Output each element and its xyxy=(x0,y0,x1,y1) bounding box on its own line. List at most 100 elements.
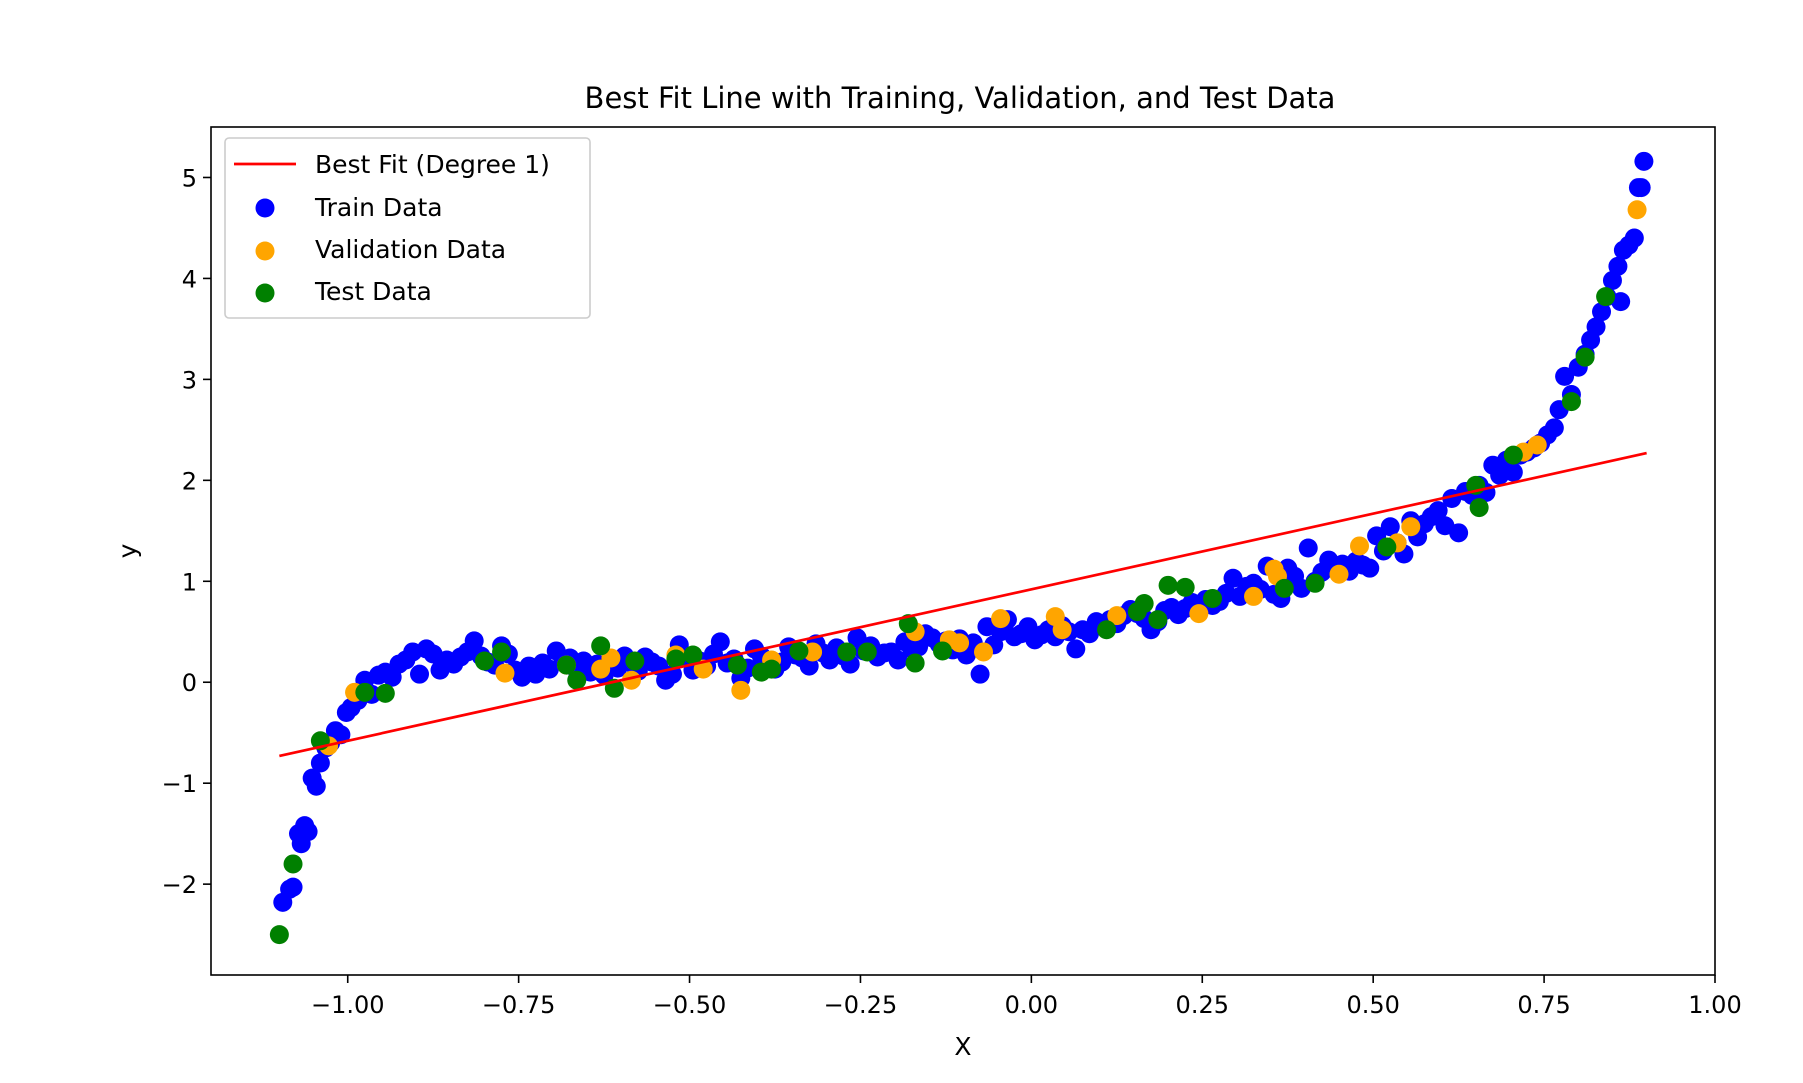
data-marks xyxy=(269,151,1654,945)
test-point xyxy=(837,642,857,662)
test-points xyxy=(269,287,1616,945)
train-point xyxy=(1380,517,1400,537)
test-point xyxy=(269,925,289,945)
train-point xyxy=(1624,228,1644,248)
best-fit-line xyxy=(279,451,1647,758)
test-point xyxy=(1203,588,1223,608)
legend-test-label: Test Data xyxy=(314,277,432,306)
y-tick-label: −2 xyxy=(162,871,197,899)
test-point xyxy=(1274,578,1294,598)
y-axis: −2 −1 0 1 2 3 4 5 xyxy=(162,164,211,899)
train-point xyxy=(1631,178,1651,198)
legend-test-swatch xyxy=(255,283,275,303)
legend-train-swatch xyxy=(255,198,275,218)
validation-point xyxy=(495,663,515,683)
validation-points xyxy=(319,200,1647,756)
x-tick-label: −1.00 xyxy=(311,991,385,1019)
train-point xyxy=(1503,462,1523,482)
test-point xyxy=(283,854,303,874)
validation-point xyxy=(991,609,1011,629)
train-point xyxy=(1066,639,1086,659)
train-point xyxy=(970,664,990,684)
x-axis: −1.00 −0.75 −0.50 −0.25 0.00 0.25 0.50 0.75 1.00 xyxy=(311,975,1742,1019)
test-point xyxy=(1469,498,1489,518)
train-point xyxy=(888,650,908,670)
validation-point xyxy=(731,680,751,700)
x-tick-label: 0.25 xyxy=(1176,991,1229,1019)
test-point xyxy=(1561,392,1581,412)
y-tick-label: 4 xyxy=(182,265,197,293)
legend: Best Fit (Degree 1) Train Data Validatio… xyxy=(224,137,591,319)
x-tick-label: −0.25 xyxy=(824,991,898,1019)
legend-best-fit-label: Best Fit (Degree 1) xyxy=(315,150,550,179)
test-point xyxy=(762,659,782,679)
train-point xyxy=(1298,538,1318,558)
test-point xyxy=(556,655,576,675)
validation-point xyxy=(621,670,641,690)
train-point xyxy=(306,776,326,796)
test-point xyxy=(474,651,494,671)
test-point xyxy=(1175,577,1195,597)
test-point xyxy=(1503,445,1523,465)
test-point xyxy=(1377,537,1397,557)
validation-point xyxy=(1329,564,1349,584)
legend-validation-label: Validation Data xyxy=(315,235,506,264)
test-point xyxy=(1097,620,1117,640)
test-point xyxy=(591,636,611,656)
train-point xyxy=(1428,501,1448,521)
validation-point xyxy=(950,633,970,653)
validation-point xyxy=(803,642,823,662)
validation-point xyxy=(1527,435,1547,455)
x-tick-label: 0.00 xyxy=(1005,991,1058,1019)
legend-train-label: Train Data xyxy=(314,193,443,222)
test-point xyxy=(1575,347,1595,367)
test-point xyxy=(1596,287,1616,307)
validation-point xyxy=(1244,586,1264,606)
y-tick-label: 1 xyxy=(182,568,197,596)
test-point xyxy=(789,641,809,661)
test-point xyxy=(1158,575,1178,595)
test-point xyxy=(666,649,686,669)
validation-point xyxy=(1350,536,1370,556)
validation-point xyxy=(1189,604,1209,624)
test-point xyxy=(1305,573,1325,593)
validation-point xyxy=(1052,620,1072,640)
test-point xyxy=(375,683,395,703)
y-axis-label: y xyxy=(113,543,142,558)
y-tick-label: 0 xyxy=(182,669,197,697)
test-point xyxy=(727,655,747,675)
plot-area: −1.00 −0.75 −0.50 −0.25 0.00 0.25 0.50 0.75 1.00… xyxy=(162,126,1742,1019)
x-tick-label: −0.75 xyxy=(482,991,556,1019)
plot-frame xyxy=(210,126,1716,976)
chart-title: Best Fit Line with Training, Validation,… xyxy=(585,81,1336,115)
x-tick-label: −0.50 xyxy=(653,991,727,1019)
train-point xyxy=(1544,418,1564,438)
train-point xyxy=(710,632,730,652)
validation-point xyxy=(1401,517,1421,537)
test-point xyxy=(567,670,587,690)
train-point xyxy=(1586,317,1606,337)
test-point xyxy=(683,645,703,665)
train-point xyxy=(410,664,430,684)
train-point xyxy=(1555,366,1575,386)
train-point xyxy=(1608,256,1628,276)
validation-point xyxy=(974,642,994,662)
train-point xyxy=(1360,558,1380,578)
test-point xyxy=(355,682,375,702)
x-axis-label: X xyxy=(954,1032,971,1061)
legend-frame xyxy=(224,137,591,319)
test-point xyxy=(905,653,925,673)
train-point xyxy=(464,631,484,651)
train-point xyxy=(331,725,351,745)
test-point xyxy=(857,642,877,662)
validation-point xyxy=(1107,606,1127,626)
train-point xyxy=(1634,151,1654,171)
x-tick-label: 1.00 xyxy=(1688,991,1741,1019)
train-point xyxy=(1449,523,1469,543)
test-point xyxy=(625,651,645,671)
validation-point xyxy=(1627,200,1647,220)
y-tick-label: 2 xyxy=(182,467,197,495)
train-point xyxy=(1611,292,1631,312)
train-point xyxy=(298,822,318,842)
